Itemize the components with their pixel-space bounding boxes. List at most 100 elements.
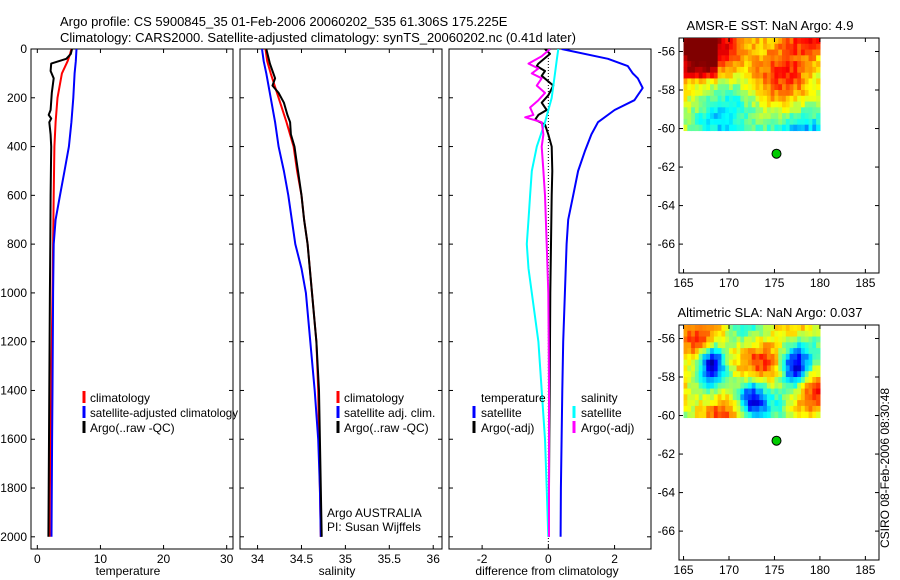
field-cell	[683, 55, 688, 62]
field-cell	[740, 377, 745, 384]
field-cell	[691, 101, 696, 108]
field-cell	[744, 325, 749, 332]
field-cell	[744, 49, 749, 56]
field-cell	[713, 84, 719, 91]
field-cell	[729, 342, 734, 349]
field-cell	[759, 365, 764, 372]
field-cell	[687, 365, 692, 372]
field-cell	[755, 348, 760, 355]
field-cell	[763, 72, 768, 80]
field-cell	[736, 78, 741, 85]
field-cell	[804, 330, 810, 338]
field-cell	[755, 38, 760, 45]
field-cell	[702, 353, 707, 361]
field-cell	[698, 394, 704, 401]
field-cell	[778, 66, 783, 74]
field-cell	[698, 118, 704, 126]
field-cell	[713, 72, 719, 80]
field-cell	[713, 113, 719, 120]
field-cell	[713, 353, 719, 361]
field-cell	[683, 394, 688, 401]
field-cell	[691, 78, 696, 85]
field-cell	[755, 405, 760, 413]
field-cell	[725, 61, 730, 68]
field-cell	[702, 90, 707, 97]
x-tick-label: 165	[674, 563, 694, 577]
field-cell	[808, 342, 813, 349]
field-cell	[782, 377, 787, 384]
field-cell	[683, 365, 688, 372]
temperature-legend: climatology satellite-adjusted climatolo…	[82, 391, 238, 435]
field-cell	[721, 371, 726, 378]
field-cell	[770, 377, 776, 384]
field-cell	[744, 330, 749, 338]
field-cell	[694, 118, 700, 126]
field-cell	[736, 382, 741, 390]
field-cell	[797, 411, 802, 419]
field-cell	[793, 118, 798, 126]
y-tick-label: 600	[7, 188, 27, 202]
field-cell	[736, 101, 741, 108]
field-cell	[683, 61, 688, 68]
field-cell	[759, 95, 764, 103]
field-cell	[687, 382, 692, 390]
field-cell	[698, 411, 704, 419]
field-cell	[812, 38, 817, 45]
field-cell	[713, 78, 719, 85]
field-cell	[789, 66, 794, 74]
field-cell	[816, 348, 821, 355]
field-cell	[740, 411, 745, 419]
field-cell	[710, 411, 715, 419]
field-cell	[729, 388, 734, 395]
field-cell	[698, 66, 704, 74]
field-cell	[687, 353, 692, 361]
field-cell	[694, 371, 700, 378]
field-cell	[725, 72, 730, 80]
field-cell	[816, 61, 821, 68]
field-cell	[717, 38, 723, 45]
field-cell	[721, 95, 726, 103]
field-cell	[702, 72, 707, 80]
field-cell	[710, 388, 715, 395]
y-tick-label: -66	[658, 237, 676, 251]
field-cell	[725, 55, 730, 62]
field-cell	[804, 371, 810, 378]
field-cell	[770, 113, 776, 120]
field-cell	[687, 107, 692, 114]
field-cell	[751, 400, 757, 407]
temperature-xlabel: temperature	[96, 564, 161, 578]
field-cell	[710, 348, 715, 355]
x-tick-label: -2	[477, 552, 488, 566]
field-cell	[789, 382, 794, 390]
field-cell	[800, 388, 806, 395]
field-cell	[725, 348, 730, 355]
argo-position-marker	[771, 148, 782, 159]
field-cell	[751, 61, 757, 68]
field-cell	[725, 78, 730, 85]
field-cell	[736, 84, 741, 91]
field-cell	[725, 118, 730, 126]
field-cell	[782, 342, 787, 349]
field-cell	[710, 365, 715, 372]
field-cell	[812, 382, 817, 390]
field-cell	[747, 377, 753, 384]
field-cell	[789, 388, 794, 395]
field-cell	[755, 43, 760, 51]
field-cell	[732, 38, 738, 45]
field-cell	[800, 107, 806, 114]
field-cell	[770, 101, 776, 108]
field-cell	[751, 84, 757, 91]
field-cell	[785, 61, 791, 68]
field-cell	[694, 113, 700, 120]
field-cell	[691, 72, 696, 80]
field-cell	[706, 95, 711, 103]
field-cell	[778, 348, 783, 355]
field-cell	[683, 388, 688, 395]
field-cell	[782, 348, 787, 355]
field-cell	[793, 353, 798, 361]
field-cell	[683, 342, 688, 349]
y-tick-label: 2000	[0, 530, 27, 544]
field-cell	[725, 400, 730, 407]
field-cell	[782, 107, 787, 114]
field-cell	[793, 55, 798, 62]
